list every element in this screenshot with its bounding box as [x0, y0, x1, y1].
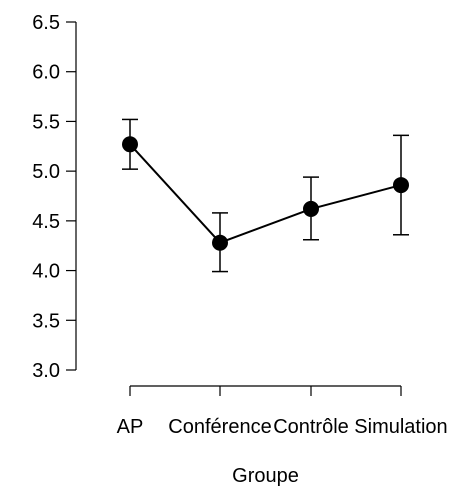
- y-tick-label: 4.5: [32, 211, 60, 233]
- y-tick-label: 3.0: [32, 360, 60, 382]
- y-tick-label: 4.0: [32, 261, 60, 283]
- x-axis: AP Conférence Contrôle Simulation: [117, 385, 448, 438]
- data-point: [122, 136, 138, 153]
- y-tick-label: 5.0: [32, 161, 60, 183]
- x-tick-label: AP: [117, 416, 144, 438]
- y-tick-label: 6.0: [32, 62, 60, 84]
- x-axis-title: Groupe: [232, 465, 299, 487]
- x-tick-label: Conférence: [168, 416, 271, 438]
- y-axis: 3.0 3.5 4.0 4.5 5.0 5.5 6.0 6.5: [32, 12, 77, 382]
- data-point: [212, 234, 228, 251]
- x-tick-label: Simulation: [354, 416, 447, 438]
- series-line: [129, 143, 402, 244]
- x-tick-label: Contrôle: [273, 416, 349, 438]
- data-point: [393, 177, 409, 194]
- y-tick-label: 5.5: [32, 111, 60, 133]
- plot-area: [122, 118, 409, 273]
- y-tick-label: 6.5: [32, 12, 60, 34]
- y-tick-label: 3.5: [32, 310, 60, 332]
- data-point: [303, 200, 319, 217]
